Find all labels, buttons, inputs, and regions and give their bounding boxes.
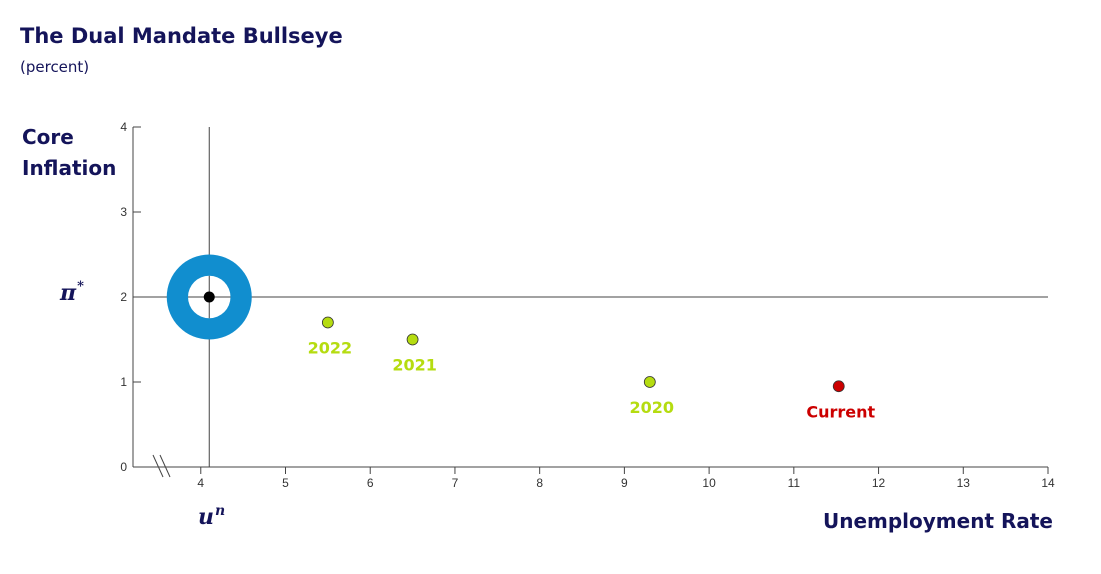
x-tick-label: 12 bbox=[872, 476, 886, 490]
natural-unemployment-symbol: un bbox=[198, 503, 225, 530]
data-point bbox=[832, 380, 845, 393]
data-point-label: 2020 bbox=[630, 398, 675, 417]
axis-break-mark bbox=[152, 454, 164, 478]
x-tick-label: 6 bbox=[367, 476, 374, 490]
data-point bbox=[406, 333, 419, 346]
chart-subtitle: (percent) bbox=[20, 58, 90, 76]
inflation-target-symbol: π* bbox=[60, 279, 84, 306]
y-tick-label: 4 bbox=[120, 120, 127, 134]
u-symbol: u bbox=[198, 504, 214, 530]
data-point-label: Current bbox=[806, 402, 875, 421]
y-tick-label: 1 bbox=[120, 375, 127, 389]
x-tick-label: 11 bbox=[788, 476, 801, 490]
x-tick-label: 10 bbox=[702, 476, 716, 490]
x-tick-label: 8 bbox=[536, 476, 543, 490]
x-axis-label: Unemployment Rate bbox=[822, 509, 1053, 533]
x-tick-label: 7 bbox=[452, 476, 459, 490]
data-point bbox=[643, 376, 656, 388]
y-tick-label: 0 bbox=[120, 460, 127, 474]
x-tick-label: 5 bbox=[282, 476, 289, 490]
x-tick-label: 13 bbox=[957, 476, 971, 490]
chart-title: The Dual Mandate Bullseye bbox=[20, 24, 343, 48]
y-tick-label: 3 bbox=[120, 205, 127, 219]
y-axis-label: Core Inflation bbox=[22, 125, 117, 180]
x-tick-label: 9 bbox=[621, 476, 628, 490]
pi-star-superscript: * bbox=[77, 279, 84, 294]
data-point bbox=[321, 316, 334, 329]
x-tick-label: 14 bbox=[1041, 476, 1055, 490]
pi-symbol: π bbox=[60, 280, 77, 306]
data-point-label: 2021 bbox=[392, 356, 437, 375]
bullseye-center bbox=[203, 291, 215, 303]
x-tick-label: 4 bbox=[197, 476, 204, 490]
axis-break-mark bbox=[159, 454, 171, 478]
u-n-superscript: n bbox=[215, 503, 226, 519]
data-point-label: 2022 bbox=[308, 339, 353, 358]
y-tick-label: 2 bbox=[120, 290, 127, 304]
